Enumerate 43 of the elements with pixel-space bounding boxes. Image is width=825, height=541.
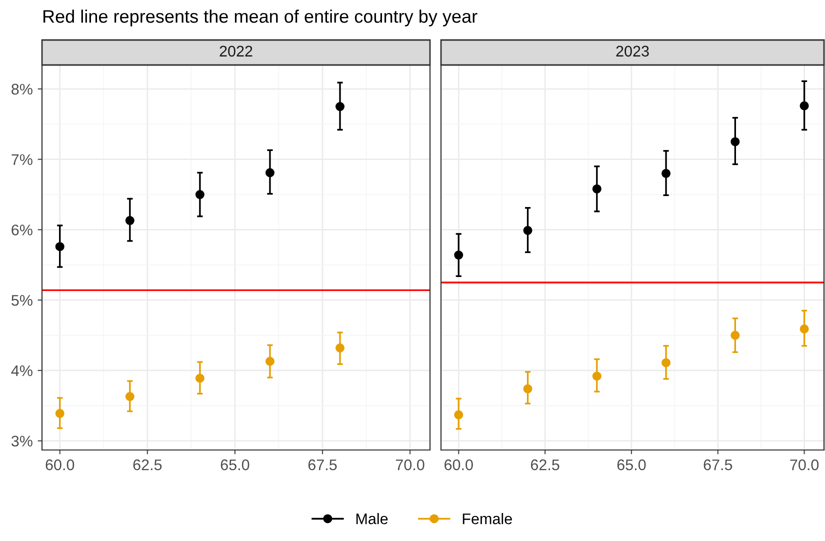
x-tick-label: 67.5 xyxy=(704,459,732,470)
x-tick-label: 70.0 xyxy=(396,459,424,470)
point xyxy=(335,102,345,112)
chart-title: 2023 xyxy=(616,46,649,57)
point xyxy=(800,324,809,334)
y-tick-label: 6% xyxy=(12,224,32,236)
y-tick-label: 4% xyxy=(11,365,32,376)
point xyxy=(523,384,532,394)
point xyxy=(55,242,64,252)
point xyxy=(265,356,274,366)
point xyxy=(662,358,671,368)
x-tick-label: 70.0 xyxy=(790,459,819,470)
x-tick-label: 65.0 xyxy=(220,459,250,470)
point xyxy=(335,343,345,352)
point xyxy=(592,372,602,381)
text: Red line represents the mean of entire country by year xyxy=(43,10,478,26)
point xyxy=(195,190,204,200)
x-tick-label: 65.0 xyxy=(617,459,646,470)
y-tick-label: 5% xyxy=(12,295,32,306)
x-tick-label: 62.5 xyxy=(133,459,162,470)
point xyxy=(55,408,64,418)
point xyxy=(523,226,532,235)
x-tick-label: 60.0 xyxy=(444,459,473,470)
y-tick-label: 8% xyxy=(12,84,32,95)
x-tick-label: 60.0 xyxy=(46,459,74,470)
y-tick-label: 7% xyxy=(12,154,32,165)
point xyxy=(265,168,274,178)
point xyxy=(662,168,671,178)
legend-label: Female xyxy=(462,513,512,524)
x-tick-label: 67.5 xyxy=(308,459,337,470)
point xyxy=(454,250,464,260)
point xyxy=(800,101,809,110)
x-tick-label: 62.5 xyxy=(530,459,560,470)
point xyxy=(730,137,740,146)
y-tick-label: 3% xyxy=(11,436,32,447)
chart-title: 2022 xyxy=(220,46,252,57)
point xyxy=(125,392,134,402)
point xyxy=(730,330,740,340)
point xyxy=(454,410,464,420)
point xyxy=(125,216,134,226)
point xyxy=(592,184,602,194)
legend-label: Male xyxy=(356,513,388,524)
point xyxy=(195,374,204,383)
